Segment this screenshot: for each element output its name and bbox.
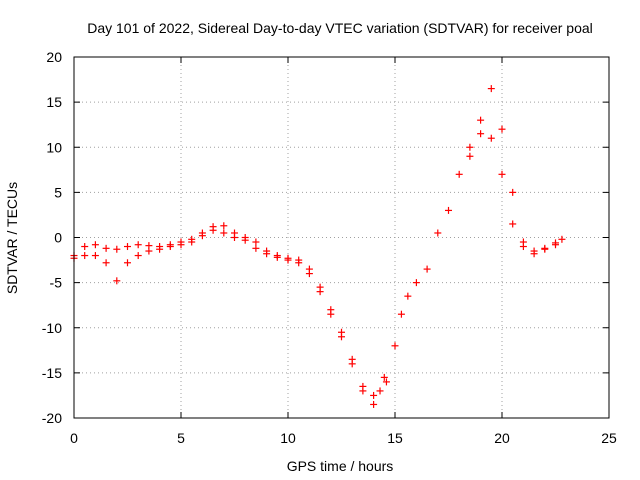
data-point-track-a — [487, 85, 495, 93]
data-point-track-b — [220, 229, 228, 237]
data-point-track-b — [477, 130, 485, 138]
data-point-track-b — [156, 245, 164, 253]
data-point-track-a — [397, 310, 405, 318]
data-point-track-b — [380, 373, 388, 381]
data-point-track-b — [273, 253, 281, 261]
y-tick-label: 20 — [46, 49, 62, 65]
data-point-track-a — [477, 116, 485, 124]
data-points — [70, 85, 566, 408]
data-point-track-b — [284, 256, 292, 264]
x-tick-label: 10 — [280, 430, 296, 446]
data-point-track-b — [327, 310, 335, 318]
data-point-track-b — [241, 236, 249, 244]
data-point-track-b — [124, 259, 131, 267]
data-point-track-a — [445, 206, 452, 214]
data-point-track-b — [188, 238, 196, 246]
y-tick-label: 5 — [54, 184, 62, 200]
data-point-track-b — [166, 243, 174, 251]
y-tick-label: 0 — [54, 230, 62, 246]
y-axis-title: SDTVAR / TECUs — [4, 182, 20, 294]
data-point-track-a — [376, 387, 384, 395]
data-point-track-b — [231, 234, 238, 241]
y-tick-label: 10 — [46, 139, 62, 155]
data-point-track-b — [263, 250, 271, 258]
data-point-track-b — [134, 252, 142, 260]
x-tick-label: 0 — [70, 430, 78, 446]
data-point-track-a — [404, 292, 412, 300]
data-point-track-b — [466, 152, 474, 160]
data-point-track-b — [552, 239, 559, 247]
data-point-track-a — [81, 243, 89, 251]
data-point-track-b — [519, 243, 527, 251]
data-point-track-a — [423, 265, 431, 273]
data-point-track-a — [113, 245, 121, 253]
y-tick-label: -15 — [42, 365, 62, 381]
data-point-track-a — [382, 378, 390, 386]
y-tick-label: 15 — [46, 94, 62, 110]
data-point-track-b — [370, 391, 378, 399]
data-point-track-b — [316, 288, 324, 296]
data-point-track-a — [91, 241, 99, 249]
data-point-track-a — [466, 143, 474, 151]
data-point-track-b — [487, 134, 495, 142]
data-point-track-b — [338, 333, 345, 341]
data-point-track-b — [305, 270, 313, 278]
data-point-track-b — [177, 241, 185, 249]
data-point-track-a — [220, 222, 228, 230]
data-point-track-a — [370, 400, 378, 408]
y-tick-label: -5 — [50, 275, 63, 291]
data-point-track-a — [498, 125, 506, 133]
y-tick-label: -20 — [42, 410, 62, 426]
data-point-track-a — [252, 238, 260, 246]
data-point-track-b — [113, 277, 121, 285]
x-tick-label: 5 — [177, 430, 185, 446]
x-tick-label: 20 — [494, 430, 510, 446]
x-tick-label: 15 — [387, 430, 403, 446]
x-tick-labels: 0 5 10 15 20 25 — [70, 430, 617, 446]
data-point-track-b — [509, 220, 517, 228]
data-point-track-a — [412, 279, 420, 287]
data-point-track-a — [102, 244, 110, 252]
data-point-track-b — [102, 259, 110, 267]
data-point-track-a — [391, 342, 399, 350]
data-point-track-b — [359, 387, 367, 395]
data-point-track-a — [124, 243, 131, 251]
x-axis-title: GPS time / hours — [287, 458, 394, 474]
data-point-track-b — [498, 170, 506, 178]
data-point-track-b — [91, 252, 99, 260]
x-tick-label: 25 — [601, 430, 617, 446]
data-point-track-b — [530, 250, 538, 258]
data-point-track-b — [541, 245, 549, 253]
grid-lines — [74, 57, 609, 418]
data-point-track-b — [209, 226, 217, 234]
data-point-track-b — [252, 244, 260, 252]
plot-frame — [73, 56, 610, 419]
data-point-track-a — [558, 235, 566, 243]
data-point-track-b — [198, 232, 206, 240]
data-point-track-b — [145, 247, 153, 255]
data-point-track-b — [348, 360, 356, 368]
y-tick-labels: -20 -15 -10 -5 0 5 10 15 20 — [42, 49, 62, 426]
y-tick-label: -10 — [42, 320, 62, 336]
data-point-track-b — [295, 259, 303, 267]
data-point-track-a — [509, 188, 517, 196]
chart-title: Day 101 of 2022, Sidereal Day-to-day VTE… — [87, 20, 593, 36]
data-point-track-b — [81, 252, 89, 260]
data-point-track-a — [434, 229, 442, 237]
data-point-track-a — [134, 241, 142, 249]
data-point-track-a — [455, 170, 463, 178]
